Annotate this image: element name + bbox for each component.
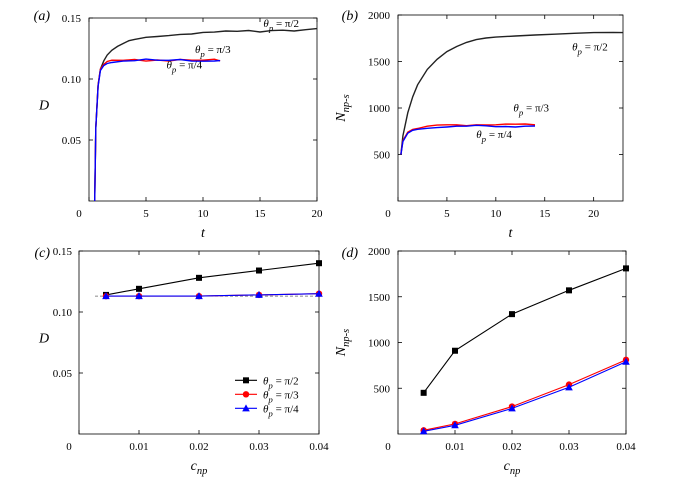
x-tick-label: 10	[490, 208, 502, 220]
legend-label: θp = π/4	[263, 403, 299, 418]
data-point	[622, 357, 630, 365]
data-point	[566, 287, 572, 294]
panel-label: (d)	[342, 246, 359, 261]
y-tick-label: 1500	[368, 57, 391, 69]
series-line-2	[94, 58, 221, 202]
x-tick-label: 10	[198, 208, 210, 220]
series-annotation: θp = π/4	[167, 60, 203, 75]
legend-marker	[242, 391, 250, 398]
y-tick-label: 1500	[368, 292, 391, 304]
x-tick-label: 15	[539, 208, 551, 220]
panel-label: (a)	[34, 9, 51, 24]
data-point	[135, 292, 143, 300]
y-axis-label: D	[38, 99, 49, 114]
data-point	[316, 260, 322, 267]
series-line-1	[94, 27, 318, 202]
x-tick-label: 0	[385, 208, 391, 220]
series-annotation: θp = π/3	[513, 103, 549, 118]
data-point	[565, 383, 573, 391]
x-axis-label: t	[509, 226, 514, 241]
series-line-1	[423, 267, 627, 394]
x-tick-label: 0.03	[249, 441, 269, 453]
legend-marker	[243, 377, 249, 384]
data-point	[136, 285, 142, 292]
y-tick-label: 0.05	[53, 368, 73, 380]
data-point	[315, 289, 323, 297]
data-point	[509, 311, 515, 318]
y-tick-label: 2000	[368, 10, 391, 22]
series-line-1	[400, 31, 624, 155]
series-annotation: θp = π/3	[195, 44, 231, 59]
legend-label: θp = π/2	[263, 375, 299, 390]
series-annotation: θp = π/4	[476, 129, 512, 144]
x-tick-label: 0.02	[502, 441, 521, 453]
y-tick-label: 500	[374, 383, 391, 395]
data-point	[256, 267, 262, 274]
x-tick-label: 0.03	[559, 441, 579, 453]
y-axis-label: D	[38, 332, 49, 347]
chart-panel-a: 0 5 10 15 20 0.05 0.10 0.15 (a) t Dθp = π/2 θp = π/…	[34, 9, 323, 241]
x-tick-label: 5	[444, 208, 450, 220]
x-tick-label: 20	[588, 208, 600, 220]
plot-frame	[88, 17, 318, 202]
data-point	[508, 404, 516, 412]
data-point	[420, 389, 427, 396]
x-axis-label: t	[201, 226, 206, 241]
series-line-3	[94, 58, 221, 202]
x-tick-label: 0	[76, 208, 82, 220]
series-annotation: θp = π/2	[263, 18, 299, 33]
chart-panel-d: 0 0.01 0.02 0.03 0.04 500 1000 1500 2000 (d) cnp Nn…	[334, 246, 636, 477]
x-tick-label: 0.01	[445, 441, 464, 453]
legend-label: θp = π/3	[263, 389, 299, 404]
data-point	[196, 274, 202, 281]
x-axis-label: cnp	[191, 459, 208, 477]
series-line-2	[400, 123, 536, 155]
x-tick-label: 0.04	[309, 441, 329, 453]
y-axis-label: Nnp-s	[334, 94, 352, 122]
x-tick-label: 0	[385, 441, 391, 453]
y-tick-label: 500	[374, 150, 391, 162]
x-tick-label: 5	[143, 208, 149, 220]
data-point	[623, 265, 629, 272]
chart-panel-b: 0 5 10 15 20 500 1000 1500 2000 (b) t Nnp-s θp = π/2…	[334, 9, 624, 241]
data-point	[102, 292, 110, 300]
x-axis-label: cnp	[504, 459, 521, 477]
legend-marker	[242, 404, 250, 412]
y-tick-label: 0.15	[62, 13, 82, 25]
panel-label: (b)	[342, 9, 359, 24]
y-tick-label: 0.10	[53, 307, 73, 319]
data-point	[419, 427, 428, 435]
y-tick-label: 0.10	[62, 74, 82, 86]
x-tick-label: 0.02	[189, 441, 208, 453]
data-point	[255, 290, 263, 298]
series-line-3	[400, 124, 536, 155]
data-point	[452, 347, 458, 354]
x-tick-label: 20	[312, 208, 324, 220]
y-tick-label: 0.05	[62, 135, 82, 147]
x-tick-label: 0.01	[129, 441, 148, 453]
data-point	[195, 292, 203, 300]
x-tick-label: 0.04	[616, 441, 636, 453]
y-tick-label: 0.15	[53, 246, 73, 258]
data-point	[451, 421, 459, 429]
y-tick-label: 2000	[368, 246, 391, 258]
series-line-3	[423, 361, 627, 432]
chart-panel-c: 0 0.01 0.02 0.03 0.04 0.05 0.10 0.15(c) cnp Dθp =…	[34, 246, 329, 477]
x-tick-label: 15	[255, 208, 267, 220]
y-tick-label: 1000	[368, 103, 391, 115]
y-tick-label: 1000	[368, 338, 391, 350]
panel-label: (c)	[34, 246, 50, 261]
series-annotation: θp = π/2	[572, 41, 608, 56]
series-line-2	[423, 359, 627, 431]
x-tick-label: 0	[66, 441, 72, 453]
y-axis-label: Nnp-s	[334, 329, 352, 357]
